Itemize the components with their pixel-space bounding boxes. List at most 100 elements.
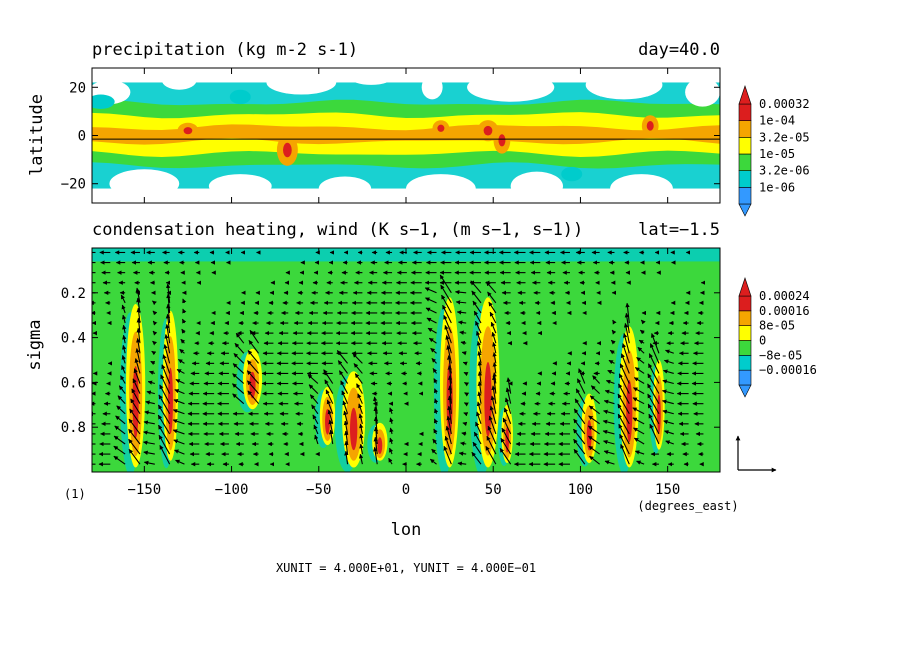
precip-blob: [510, 171, 563, 201]
x-tick-label: 150: [655, 482, 680, 498]
y-tick-label: 0: [78, 129, 86, 145]
x-tick-label: 50: [485, 482, 502, 498]
wind-vector: [157, 404, 171, 425]
wind-vector: [113, 435, 126, 445]
precip-blob: [685, 77, 720, 107]
wind-vector: [473, 310, 482, 324]
wind-vector: [176, 368, 185, 374]
wind-vector: [340, 380, 349, 394]
wind-vector: [492, 362, 497, 374]
wind-vector: [165, 323, 171, 344]
wind-vector: [603, 399, 615, 405]
wind-vector: [636, 460, 645, 465]
wind-vector: [117, 395, 126, 405]
legend-swatch: [738, 187, 752, 205]
wind-vector: [634, 450, 645, 455]
precip-blob: [561, 166, 583, 182]
wind-vector: [490, 321, 497, 334]
wind-vector: [128, 418, 141, 435]
wind-vector: [461, 431, 467, 436]
wind-vector: [344, 450, 349, 465]
wind-vector: [632, 407, 645, 415]
legend-tri: [738, 384, 752, 398]
wind-vector: [122, 324, 127, 334]
wind-vector: [159, 444, 171, 465]
wind-vector: [121, 314, 127, 324]
wind-vector: [455, 300, 467, 305]
wind-vector: [150, 360, 156, 366]
legend-swatch: [738, 120, 752, 138]
wind-vector: [463, 371, 469, 377]
wind-vector: [502, 417, 512, 435]
wind-vector: [323, 369, 334, 384]
wind-vector: [358, 453, 364, 465]
wind-vector: [608, 359, 615, 365]
wind-vector: [617, 413, 630, 435]
wind-vector: [161, 364, 171, 384]
wind-vector: [356, 383, 363, 394]
wind-vector: [145, 400, 155, 405]
wind-vector: [588, 405, 600, 415]
precip-ticks: 20 0 −20: [61, 68, 720, 203]
wind-vector: [491, 375, 497, 394]
wind-vector: [607, 369, 615, 375]
wind-vector: [152, 340, 157, 346]
wind-vector: [143, 420, 155, 425]
wind-vector: [152, 330, 158, 336]
wind-vector: [120, 294, 126, 304]
wind-vector: [619, 363, 630, 384]
wind-vector: [122, 344, 127, 354]
wind-vector: [425, 307, 437, 314]
wind-vector: [491, 331, 497, 344]
precip-blob: [161, 70, 197, 90]
wind-vector: [433, 388, 439, 394]
wind-vector: [234, 343, 245, 354]
wind-vector: [464, 382, 469, 387]
wind-vector: [491, 385, 497, 404]
wind-vector: [338, 370, 349, 384]
wind-vector: [619, 433, 630, 455]
wind-vector: [589, 395, 600, 405]
wind-vector: [144, 410, 155, 415]
wind-vector: [175, 459, 185, 465]
wind-vector: [602, 419, 615, 425]
wind-vector: [426, 317, 437, 324]
wind-vector: [246, 380, 260, 394]
wind-vector: [429, 458, 437, 465]
wind-vector: [121, 355, 126, 364]
wind-vector: [441, 294, 452, 314]
wind-vector: [604, 460, 615, 465]
precip-ylabel: latitude: [27, 94, 47, 176]
wind-vector: [471, 290, 482, 304]
legend-label: −0.00016: [759, 363, 817, 377]
wind-vector: [359, 433, 364, 445]
wind-vector: [373, 446, 378, 465]
legend-swatch: [738, 137, 752, 155]
wind-vector: [443, 314, 452, 334]
wind-vector: [621, 343, 630, 364]
wind-vector: [182, 308, 187, 314]
wind-vector: [143, 460, 155, 466]
wind-vector: [232, 363, 245, 374]
heating-tower-max: [350, 407, 358, 451]
wind-vector: [472, 300, 482, 314]
precip-blob: [585, 70, 663, 100]
wind-vector: [476, 401, 482, 414]
wind-vector: [440, 284, 452, 304]
wind-vector: [428, 337, 437, 344]
wind-vector: [134, 358, 141, 374]
precip-blob: [646, 121, 654, 131]
wind-vector: [464, 392, 470, 397]
wind-vector: [175, 379, 185, 385]
wind-vector: [325, 389, 334, 404]
wind-vector: [312, 414, 319, 425]
wind-vector: [664, 430, 674, 435]
precip-blob: [610, 174, 673, 203]
wind-vector: [357, 393, 363, 404]
wind-vector: [573, 428, 586, 445]
wind-vector: [434, 398, 439, 404]
wind-vector: [506, 377, 512, 394]
wind-vector: [353, 363, 363, 374]
legend-swatch: [738, 310, 752, 326]
